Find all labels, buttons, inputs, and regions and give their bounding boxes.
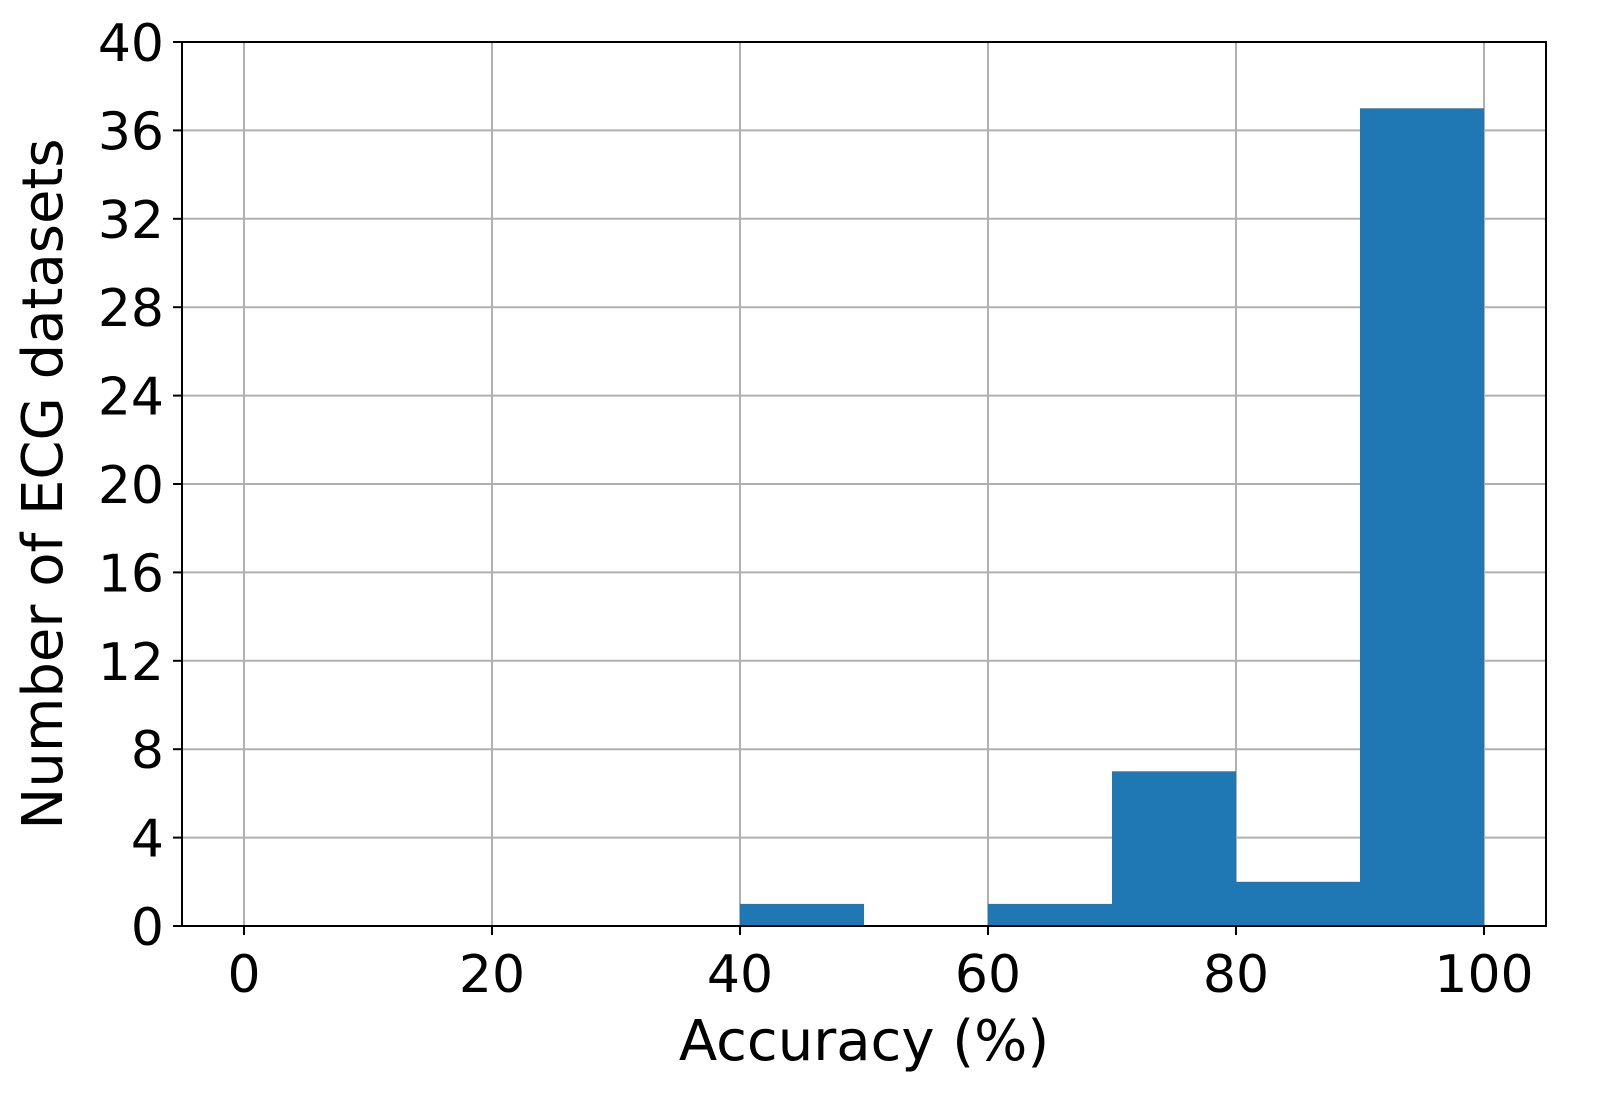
bar-90-100 <box>1360 108 1484 927</box>
y-tick-label-4: 4 <box>131 810 164 870</box>
bar-40-50 <box>740 903 864 926</box>
histogram-bars <box>740 108 1484 927</box>
x-tick-label-20: 20 <box>459 945 525 1005</box>
y-axis-tick-labels: 0 4 8 12 16 20 24 28 32 36 40 <box>98 14 164 958</box>
grid-lines <box>182 41 1546 927</box>
y-tick-label-16: 16 <box>98 544 164 604</box>
y-tick-label-40: 40 <box>98 14 164 74</box>
y-tick-label-28: 28 <box>98 279 164 339</box>
bar-60-70 <box>988 903 1112 926</box>
x-tick-label-60: 60 <box>955 945 1021 1005</box>
bar-80-90 <box>1236 881 1360 926</box>
y-tick-label-12: 12 <box>98 633 164 693</box>
bar-70-80 <box>1112 771 1236 926</box>
x-tick-label-80: 80 <box>1203 945 1269 1005</box>
y-tick-label-20: 20 <box>98 456 164 516</box>
x-axis-tick-labels: 0 20 40 60 80 100 <box>227 945 1533 1005</box>
x-tick-label-40: 40 <box>707 945 773 1005</box>
axis-ticks <box>173 41 1485 935</box>
y-tick-label-36: 36 <box>98 102 164 162</box>
y-tick-label-32: 32 <box>98 191 164 251</box>
x-tick-label-0: 0 <box>227 945 260 1005</box>
y-tick-label-8: 8 <box>131 721 164 781</box>
y-tick-label-0: 0 <box>131 898 164 958</box>
y-tick-label-24: 24 <box>98 368 164 428</box>
x-tick-label-100: 100 <box>1434 945 1533 1005</box>
y-axis-title: Number of ECG datasets <box>11 138 76 829</box>
x-axis-title: Accuracy (%) <box>679 1009 1049 1074</box>
